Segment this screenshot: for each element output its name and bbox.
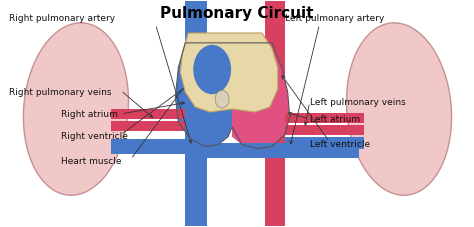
- Text: Heart muscle: Heart muscle: [61, 157, 121, 166]
- Text: Pulmonary Circuit: Pulmonary Circuit: [160, 6, 314, 21]
- Ellipse shape: [346, 23, 452, 195]
- Text: Left pulmonary artery: Left pulmonary artery: [285, 14, 384, 23]
- Bar: [111, 121, 185, 131]
- Bar: [185, 143, 359, 158]
- Bar: [111, 109, 185, 119]
- Text: Left atrium: Left atrium: [310, 115, 360, 124]
- Bar: [285, 113, 364, 123]
- Ellipse shape: [215, 90, 229, 108]
- Text: Right atrium: Right atrium: [61, 111, 118, 119]
- Text: Left ventricle: Left ventricle: [310, 140, 370, 149]
- Text: Left pulmonary veins: Left pulmonary veins: [310, 98, 405, 107]
- Bar: [285, 137, 364, 148]
- Bar: [285, 125, 364, 135]
- Ellipse shape: [193, 45, 231, 94]
- Text: Right pulmonary artery: Right pulmonary artery: [9, 14, 116, 23]
- Text: Right pulmonary veins: Right pulmonary veins: [9, 88, 112, 97]
- Polygon shape: [175, 43, 232, 147]
- Bar: [111, 139, 186, 155]
- Polygon shape: [180, 33, 278, 112]
- Bar: [265, 1, 285, 226]
- Bar: [185, 1, 207, 226]
- Text: Right ventricle: Right ventricle: [61, 132, 128, 141]
- Ellipse shape: [23, 23, 128, 195]
- Polygon shape: [232, 43, 290, 148]
